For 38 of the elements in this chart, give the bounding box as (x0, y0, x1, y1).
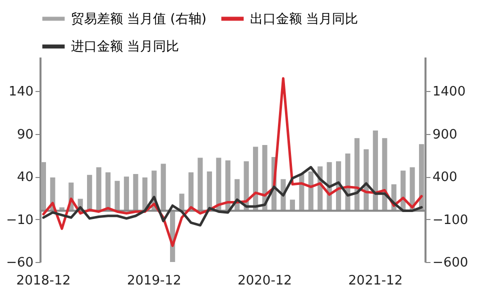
y2-tick-label: −600 (432, 256, 468, 270)
y2-tick-label: 900 (432, 127, 458, 142)
bar (160, 164, 166, 211)
y-tick-label: 140 (8, 84, 34, 100)
bar (216, 158, 222, 211)
y-tick-label: −10 (6, 212, 34, 228)
bar (262, 144, 268, 211)
bar (142, 177, 148, 211)
bar (87, 174, 92, 211)
x-tick-label: 2019-12 (126, 274, 182, 288)
y2-tick-label: −100 (432, 212, 468, 228)
x-tick-label: 2020-12 (238, 274, 292, 288)
line-series (42, 166, 423, 227)
bar (419, 144, 424, 211)
bar (124, 176, 129, 211)
y2-tick-label: 1400 (432, 84, 466, 100)
bar (133, 174, 138, 211)
bar (114, 180, 120, 211)
y2-tick-label: 400 (432, 170, 458, 186)
legend-label: 进口金额 当月同比 (71, 40, 180, 54)
bar (225, 160, 230, 211)
legend-label: 出口金额 当月同比 (250, 12, 358, 27)
bar (308, 171, 314, 211)
bar (382, 138, 388, 211)
bar (354, 138, 360, 211)
y-tick-label: 90 (16, 127, 34, 142)
x-tick-label: 2018-12 (16, 274, 71, 288)
bar (96, 167, 102, 211)
bar (206, 171, 212, 211)
legend-label: 贸易差额 当月值 (右轴) (71, 12, 206, 27)
x-tick-label: 2021-12 (348, 274, 403, 288)
bar (179, 194, 184, 211)
bar (372, 130, 378, 211)
bar (40, 162, 46, 211)
y-tick-label: −60 (6, 256, 34, 270)
bar (290, 200, 295, 211)
bar (198, 158, 203, 211)
y-tick-label: 40 (16, 170, 34, 186)
